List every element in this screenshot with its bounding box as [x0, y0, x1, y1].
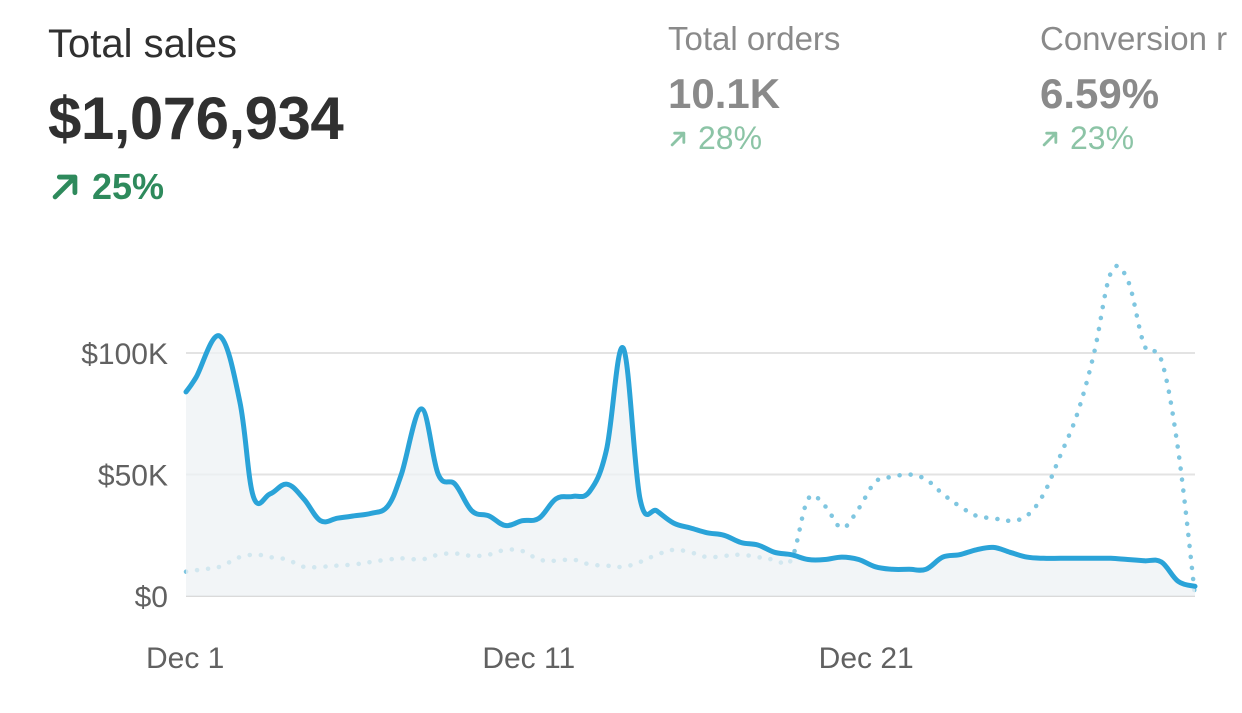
x-axis: Dec 1 Dec 11 Dec 21 — [146, 642, 914, 675]
y-tick-label: $100K — [81, 338, 168, 371]
metric-label: Conversion r — [1040, 20, 1228, 57]
metric-change: 28% — [668, 120, 762, 157]
metric-value: 6.59% — [1040, 70, 1160, 117]
metric-change-value: 25% — [92, 166, 165, 207]
x-tick-label: Dec 1 — [146, 642, 224, 675]
metric-change: 23% — [1040, 120, 1134, 157]
arrow-up-right-icon — [52, 174, 78, 200]
arrow-up-right-icon — [1042, 131, 1058, 146]
x-tick-label: Dec 11 — [482, 642, 575, 675]
metric-change-value: 28% — [698, 120, 763, 156]
metric-value: $1,076,934 — [48, 85, 344, 152]
y-axis: $0 $50K $100K — [81, 338, 168, 614]
comparison-series-line — [183, 263, 1198, 599]
metric-label: Total sales — [48, 22, 237, 66]
metric-label: Total orders — [668, 20, 841, 57]
y-tick-label: $0 — [135, 581, 168, 614]
series-layer — [183, 263, 1198, 599]
x-tick-label: Dec 21 — [819, 642, 914, 675]
metric-change: 25% — [48, 166, 164, 208]
current-series-area — [186, 335, 1195, 596]
metric-change-value: 23% — [1070, 120, 1135, 156]
current-series-line — [183, 333, 1198, 589]
arrow-up-right-icon — [670, 131, 686, 146]
y-tick-label: $50K — [98, 460, 168, 493]
metric-value: 10.1K — [668, 70, 781, 117]
